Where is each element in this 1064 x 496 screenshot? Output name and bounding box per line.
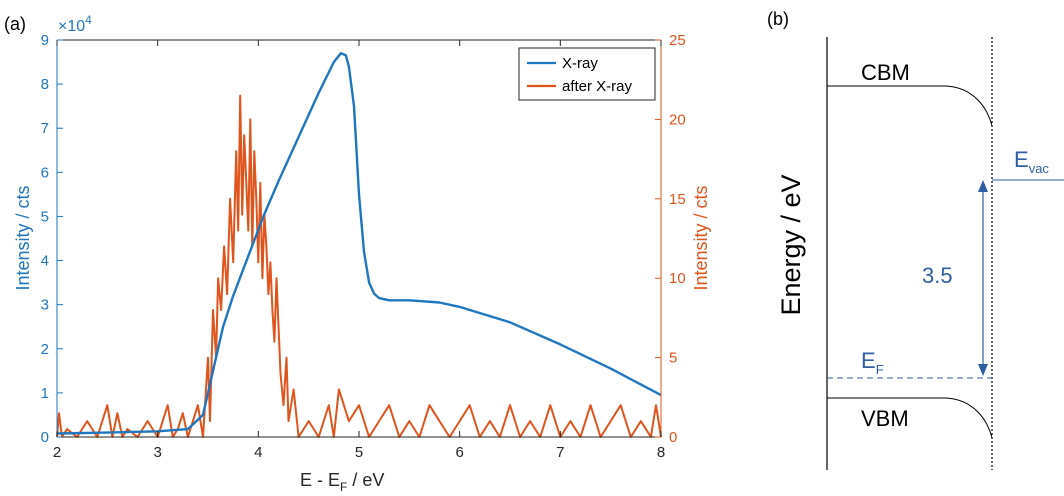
cbm-label: CBM	[861, 60, 910, 85]
y-right-tick-label: 5	[669, 350, 677, 367]
gap-value-label: 3.5	[922, 263, 953, 288]
y-left-tick-label: 0	[41, 429, 49, 446]
y-left-tick-label: 4	[41, 253, 49, 270]
exponent-prefix: ×10	[58, 18, 85, 35]
x-tick-label: 8	[657, 444, 665, 461]
panel-b-label: (b)	[767, 9, 789, 29]
legend-label-after: after X-ray	[562, 78, 633, 95]
x-ticks: 2 3 4 5 6 7 8	[53, 40, 665, 461]
y-left-tick-label: 9	[41, 32, 49, 49]
y-left-tick-label: 1	[41, 385, 49, 402]
y-right-axis-label: Intensity / cts	[691, 185, 711, 290]
cbm-band-line	[827, 85, 993, 127]
x-tick-label: 4	[254, 444, 262, 461]
legend: X-ray after X-ray	[518, 47, 656, 101]
ef-label-main: E	[861, 348, 876, 373]
panel-a-label: (a)	[4, 14, 26, 34]
legend-label-xray: X-ray	[562, 55, 598, 72]
y-left-tick-label: 8	[41, 76, 49, 93]
gap-arrow-head-down	[978, 364, 988, 376]
evac-label: Evac	[1014, 147, 1049, 176]
series-after-xray-group	[56, 94, 662, 438]
series-xray-group	[56, 52, 662, 435]
y-left-tick-label: 2	[41, 341, 49, 358]
x-axis-label-sub: F	[340, 480, 347, 494]
y-left-tick-label: 5	[41, 208, 49, 225]
gap-arrow-head-up	[978, 180, 988, 192]
vbm-band-line	[827, 397, 993, 439]
y-left-exponent: ×104	[58, 13, 92, 35]
y-right-tick-label: 20	[669, 111, 686, 128]
x-axis-label-main: E - E	[300, 470, 340, 490]
evac-label-sub: vac	[1029, 161, 1050, 176]
x-tick-label: 2	[53, 444, 61, 461]
vbm-label: VBM	[861, 406, 909, 431]
exponent-power: 4	[85, 13, 92, 27]
legend-box	[518, 47, 656, 101]
ef-label-sub: F	[876, 362, 884, 377]
x-tick-label: 3	[153, 444, 161, 461]
plot-area	[56, 52, 662, 438]
y-right-tick-label: 15	[669, 191, 686, 208]
x-tick-label: 7	[556, 444, 564, 461]
x-axis-label: E - EF / eV	[300, 470, 384, 494]
evac-label-main: E	[1014, 147, 1029, 172]
panel-b: (b) Energy / eV CBM VBM Evac EF 3.5	[767, 9, 1064, 470]
series-line-after-xray	[56, 94, 662, 438]
x-tick-label: 6	[455, 444, 463, 461]
y-right-tick-label: 10	[669, 270, 686, 287]
y-left-tick-label: 6	[41, 164, 49, 181]
x-tick-label: 5	[355, 444, 363, 461]
y-right-tick-label: 0	[669, 429, 677, 446]
y-left-tick-label: 3	[41, 297, 49, 314]
y-left-axis-label: Intensity / cts	[13, 185, 33, 290]
y-left-tick-label: 7	[41, 120, 49, 137]
y-right-ticks: 0 5 10 15 20 25	[655, 32, 686, 446]
energy-axis-label: Energy / eV	[776, 174, 806, 315]
ef-label: EF	[861, 348, 884, 377]
series-line-xray	[56, 52, 662, 435]
y-right-tick-label: 25	[669, 32, 686, 49]
x-axis-label-tail: / eV	[347, 470, 384, 490]
y-left-ticks: 0 1 2 3 4 5 6 7 8 9	[41, 32, 63, 446]
